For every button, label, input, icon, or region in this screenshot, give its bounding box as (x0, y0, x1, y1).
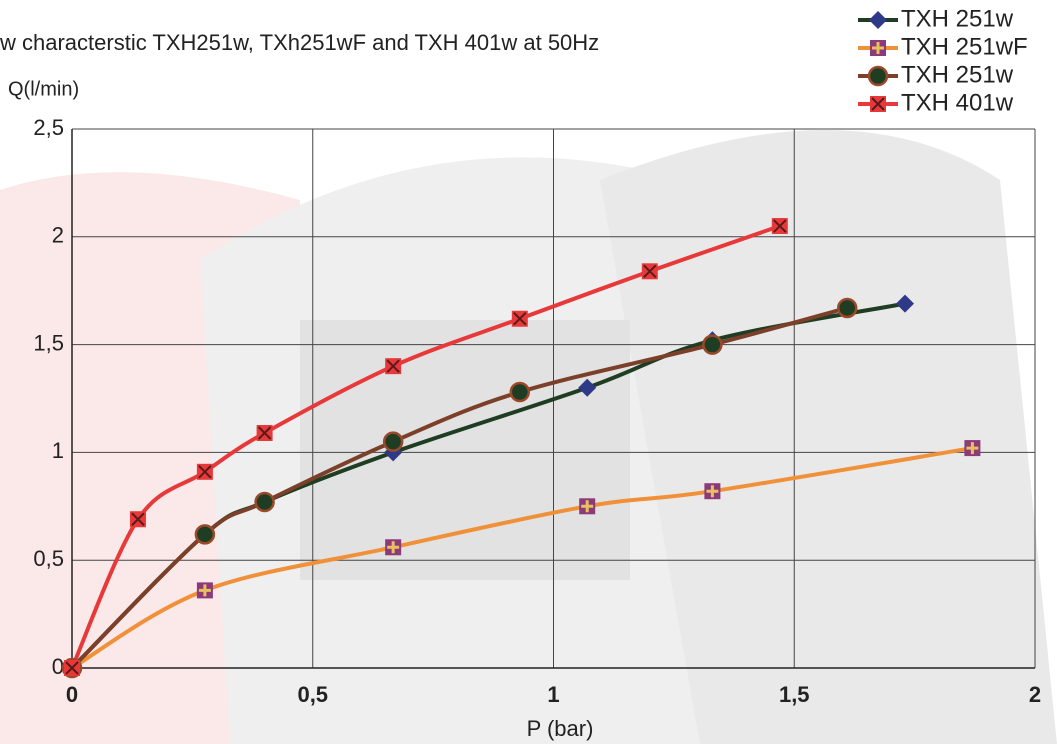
marker-shape (198, 584, 211, 597)
marker (254, 491, 275, 513)
marker-shape (869, 11, 887, 29)
legend-marker (869, 11, 887, 29)
marker-shape (966, 442, 979, 455)
marker-shape (706, 485, 719, 498)
x-tick-label: 1,5 (779, 682, 810, 707)
legend-label: TXH 401w (901, 89, 1014, 116)
x-tick-label: 1 (547, 682, 559, 707)
marker (511, 310, 528, 327)
x-tick-label: 0,5 (297, 682, 328, 707)
legend-label: TXH 251w (901, 5, 1014, 32)
marker (129, 511, 146, 528)
marker (641, 263, 658, 280)
y-tick-label: 2 (52, 223, 64, 248)
legend-marker (867, 65, 889, 87)
marker-shape (867, 65, 889, 87)
marker-shape (578, 378, 597, 397)
marker-shape (382, 431, 404, 452)
marker (385, 358, 402, 375)
y-axis-label: Q(l/min) (8, 78, 79, 100)
x-tick-label: 2 (1029, 682, 1041, 707)
y-tick-label: 1,5 (33, 330, 64, 355)
marker-shape (871, 97, 885, 111)
marker-shape (773, 219, 787, 233)
marker-shape (198, 465, 212, 479)
marker (964, 440, 981, 457)
marker (895, 294, 914, 313)
marker-shape (254, 491, 275, 513)
marker (196, 463, 213, 480)
chart-title: w characterstic TXH251w, TXh251wF and TX… (0, 30, 599, 55)
y-tick-label: 0,5 (33, 546, 64, 571)
marker (578, 378, 597, 397)
marker (771, 218, 788, 235)
marker (579, 498, 596, 515)
legend-marker (870, 40, 886, 56)
marker-shape (895, 294, 914, 313)
marker-shape (65, 661, 79, 675)
marker (509, 381, 531, 403)
y-tick-label: 0 (52, 654, 64, 679)
marker-shape (872, 42, 884, 54)
marker-shape (387, 541, 400, 554)
marker-shape (581, 500, 594, 513)
marker (256, 424, 273, 441)
marker (196, 582, 213, 599)
watermark (0, 130, 1057, 744)
legend-label: TXH 251w (901, 61, 1014, 88)
marker (194, 524, 216, 545)
y-tick-label: 1 (52, 438, 64, 463)
marker-shape (131, 512, 145, 526)
legend-marker (870, 96, 886, 112)
marker (64, 660, 80, 676)
y-tick-label: 2,5 (33, 115, 64, 140)
marker-shape (509, 381, 531, 403)
marker-shape (513, 312, 527, 326)
marker (385, 539, 402, 556)
marker-shape (386, 359, 400, 373)
marker (702, 334, 723, 355)
legend-label: TXH 251wF (901, 33, 1028, 60)
marker-shape (702, 334, 723, 355)
x-axis-label: P (bar) (527, 716, 594, 741)
marker-shape (643, 264, 657, 279)
marker (382, 431, 404, 452)
marker (704, 483, 721, 500)
marker-shape (194, 524, 216, 545)
marker-shape (836, 297, 858, 319)
marker (836, 297, 858, 319)
x-tick-label: 0 (66, 682, 78, 707)
marker-shape (257, 426, 272, 440)
